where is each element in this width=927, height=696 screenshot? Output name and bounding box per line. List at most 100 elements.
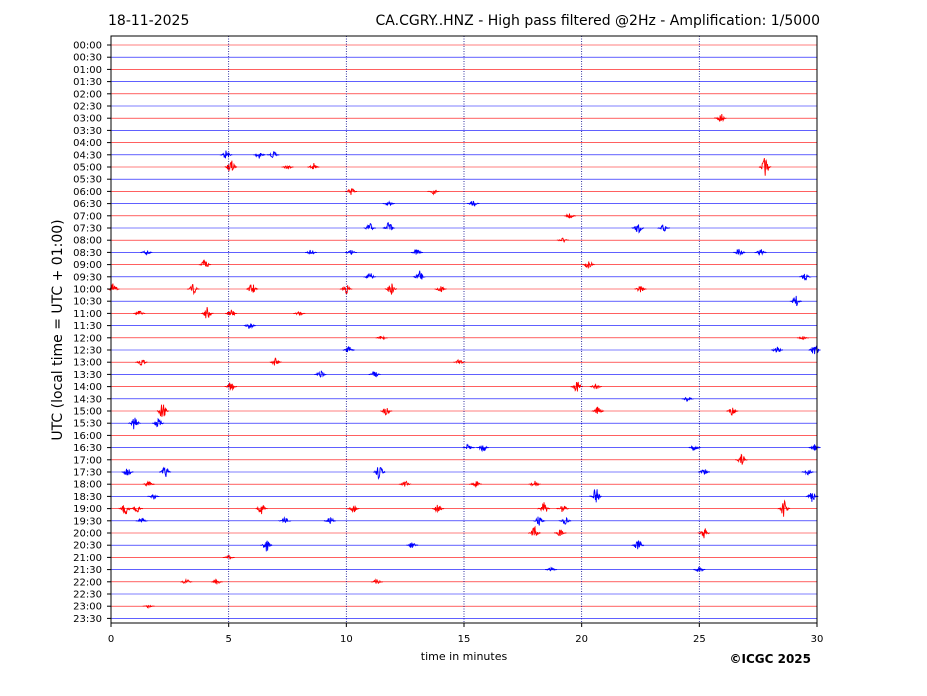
y-tick-label: 14:30 xyxy=(73,394,102,405)
y-tick-label: 07:00 xyxy=(73,211,102,222)
seismic-event xyxy=(339,285,353,295)
seismic-event xyxy=(152,417,165,428)
y-tick-label: 04:00 xyxy=(73,138,102,149)
seismic-event xyxy=(128,417,141,430)
seismic-event xyxy=(688,444,701,451)
y-tick-label: 16:00 xyxy=(73,431,102,442)
seismic-event xyxy=(462,443,475,450)
x-tick-label: 0 xyxy=(108,634,114,645)
seismic-event xyxy=(382,200,395,207)
seismic-event xyxy=(140,250,153,256)
seismic-event xyxy=(224,160,238,172)
seismic-event xyxy=(243,323,256,330)
y-tick-label: 22:30 xyxy=(73,590,102,601)
seismic-event xyxy=(156,404,169,417)
seismic-event xyxy=(805,492,819,502)
seismic-event xyxy=(118,505,132,515)
chart-title: CA.CGRY..HNZ - High pass filtered @2Hz -… xyxy=(376,13,820,29)
seismic-event xyxy=(224,382,237,392)
seismic-event xyxy=(589,383,602,390)
seismic-event xyxy=(382,222,395,231)
y-tick-label: 01:30 xyxy=(73,77,102,88)
y-tick-label: 00:30 xyxy=(73,53,102,64)
y-tick-label: 21:00 xyxy=(73,553,102,564)
y-tick-label: 12:30 xyxy=(73,346,102,357)
y-tick-label: 13:00 xyxy=(73,358,102,369)
seismic-event xyxy=(808,444,821,451)
y-tick-label: 08:30 xyxy=(73,248,102,259)
y-tick-label: 12:00 xyxy=(73,333,102,344)
seismic-event xyxy=(222,554,235,561)
seismic-event xyxy=(255,505,268,515)
seismic-event xyxy=(314,370,327,378)
seismic-event xyxy=(789,295,802,307)
y-tick-label: 03:30 xyxy=(73,126,102,137)
y-tick-label: 06:30 xyxy=(73,199,102,210)
y-tick-label: 19:30 xyxy=(73,516,102,527)
seismic-event xyxy=(554,529,567,537)
seismic-event xyxy=(799,273,812,281)
seismic-event xyxy=(582,261,595,269)
seismic-event xyxy=(133,310,146,316)
x-tick-label: 30 xyxy=(811,634,824,645)
seismic-event xyxy=(384,283,398,295)
seismic-event xyxy=(563,213,577,220)
seismic-event xyxy=(528,525,541,536)
seismic-event xyxy=(589,489,602,503)
seismic-event xyxy=(342,346,355,353)
seismic-event xyxy=(777,499,791,517)
y-tick-label: 11:30 xyxy=(73,321,102,332)
seismic-event xyxy=(733,248,746,257)
y-tick-label: 22:00 xyxy=(73,577,102,588)
y-tick-label: 04:30 xyxy=(73,150,102,161)
seismic-event xyxy=(770,346,783,353)
seismic-event xyxy=(135,517,148,523)
seismic-event xyxy=(135,359,148,366)
seismic-event xyxy=(130,506,144,513)
y-tick-label: 05:00 xyxy=(73,163,102,174)
seismic-event xyxy=(225,309,238,317)
seismic-event xyxy=(142,480,155,487)
seismic-event xyxy=(681,396,694,403)
y-tick-label: 20:30 xyxy=(73,541,102,552)
y-tick-label: 23:00 xyxy=(73,602,102,613)
seismic-event xyxy=(796,336,810,341)
y-tick-label: 13:30 xyxy=(73,370,102,381)
seismic-event xyxy=(363,223,376,231)
seismic-event xyxy=(466,200,480,207)
seismic-event xyxy=(528,480,541,487)
y-tick-label: 15:00 xyxy=(73,407,102,418)
seismic-event xyxy=(147,493,160,500)
y-tick-label: 01:00 xyxy=(73,65,102,76)
seismic-event xyxy=(556,505,569,512)
seismic-event xyxy=(186,283,200,296)
x-axis-ticks: 0 5 10 15 20 25 30 xyxy=(108,623,824,645)
x-tick-label: 15 xyxy=(458,634,471,645)
y-tick-label: 07:30 xyxy=(73,224,102,235)
seismic-event xyxy=(344,188,357,195)
y-tick-label: 09:00 xyxy=(73,260,102,271)
seismic-event xyxy=(698,468,710,475)
seismic-event xyxy=(269,357,282,366)
seismic-event xyxy=(323,516,337,524)
seismic-event xyxy=(533,516,546,526)
y-tick-label: 23:30 xyxy=(73,614,102,625)
seismic-event xyxy=(293,310,306,317)
y-tick-label: 17:00 xyxy=(73,455,102,466)
y-tick-label: 00:00 xyxy=(73,41,102,52)
seismic-event xyxy=(754,249,767,256)
y-tick-label: 08:00 xyxy=(73,236,102,247)
seismic-event xyxy=(363,273,376,280)
y-tick-label: 03:00 xyxy=(73,114,102,125)
seismic-event xyxy=(278,516,292,524)
x-tick-label: 10 xyxy=(340,634,353,645)
y-tick-label: 10:30 xyxy=(73,297,102,308)
y-tick-label: 02:00 xyxy=(73,89,102,100)
seismic-event xyxy=(266,151,280,159)
seismic-event xyxy=(180,577,193,584)
seismic-event xyxy=(398,480,412,487)
seismic-event xyxy=(434,286,447,293)
seismic-event xyxy=(808,345,821,355)
seismic-event xyxy=(380,408,393,416)
seismic-event xyxy=(281,164,294,170)
